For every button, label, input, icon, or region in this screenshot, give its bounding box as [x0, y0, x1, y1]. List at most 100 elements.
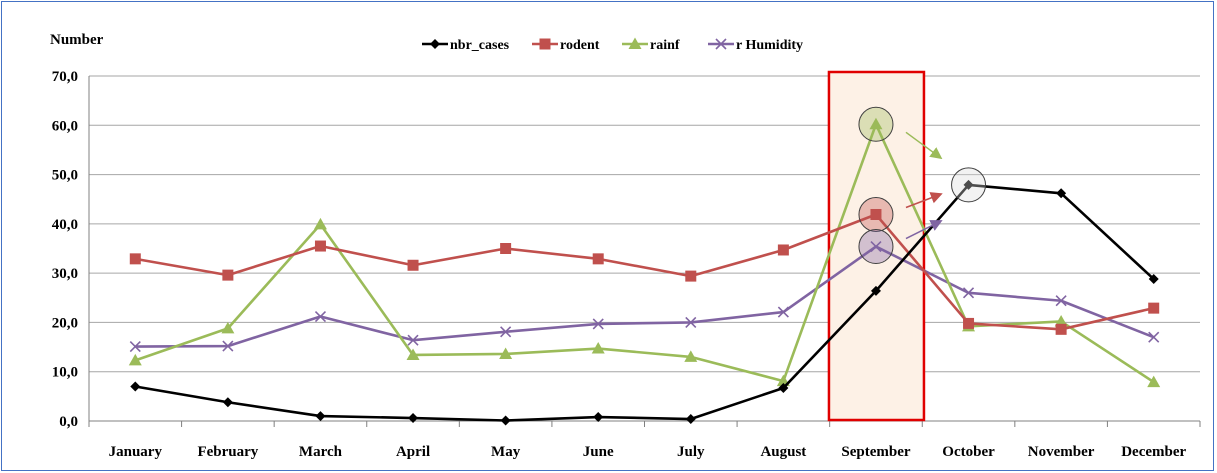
x-tick-labels: January February March April May June July Augu…: [109, 444, 1187, 460]
annotation-circle: [951, 167, 987, 203]
data-point-stroke: [685, 316, 697, 328]
data-point-stroke: [129, 341, 141, 353]
y-tick-label: 50,0: [52, 168, 78, 184]
annotation-arrow: [905, 131, 943, 160]
legend: nbr_cases rodent rainf r Humidity: [422, 37, 803, 53]
data-point: [500, 415, 511, 426]
x-tick-label: February: [197, 444, 258, 460]
x-tick-label: May: [491, 444, 521, 460]
x-tick-label: November: [1028, 444, 1095, 460]
data-point-stroke: [715, 38, 727, 50]
x-tick-label: April: [396, 444, 430, 460]
data-point: [1148, 331, 1160, 343]
data-point-stroke: [1148, 331, 1160, 343]
data-point-stroke: [777, 306, 789, 318]
annotation-circle: [858, 106, 894, 142]
x-tick-label: December: [1121, 444, 1186, 460]
legend-item: rodent: [532, 38, 600, 53]
gridlines: [88, 75, 1201, 427]
series-rainf: [128, 117, 1161, 388]
data-point: [129, 253, 141, 265]
data-point: [221, 321, 235, 334]
data-point: [1148, 302, 1160, 314]
y-tick-label: 30,0: [52, 266, 78, 282]
x-tick-label: August: [760, 444, 806, 460]
data-point: [313, 217, 327, 230]
x-tick-label: June: [583, 444, 614, 460]
annotation-circle: [858, 229, 894, 265]
data-point: [500, 326, 512, 338]
series-nbr_cases: [130, 179, 1159, 426]
data-point: [593, 412, 604, 423]
data-point: [591, 342, 605, 354]
y-tick-label: 10,0: [52, 365, 78, 381]
legend-item: r Humidity: [708, 38, 803, 53]
data-point: [869, 117, 883, 130]
data-point: [222, 269, 234, 281]
data-point: [715, 38, 727, 50]
data-point-stroke: [592, 318, 604, 330]
data-point: [1147, 375, 1161, 388]
x-tick-label: July: [677, 444, 705, 460]
data-point: [963, 317, 975, 329]
data-point: [222, 340, 234, 352]
data-point: [628, 37, 642, 49]
annotations: [858, 106, 987, 265]
data-point: [685, 316, 697, 328]
y-tick-label: 40,0: [52, 217, 78, 233]
y-tick-label: 70,0: [52, 69, 78, 85]
data-point: [314, 310, 327, 323]
data-point: [592, 253, 604, 265]
data-point: [870, 208, 882, 220]
data-point: [778, 382, 789, 393]
data-point: [406, 348, 420, 360]
data-point-stroke: [407, 334, 419, 346]
data-point: [870, 240, 882, 253]
annotation-circle: [858, 196, 894, 232]
data-point: [408, 413, 419, 424]
data-point: [499, 347, 513, 359]
y-tick-label: 0,0: [59, 414, 78, 430]
data-point: [684, 350, 698, 362]
data-point: [1148, 274, 1159, 285]
data-point: [500, 243, 512, 254]
data-point: [407, 259, 419, 271]
data-point: [1054, 314, 1068, 327]
data-point: [1055, 295, 1067, 307]
data-point: [128, 353, 142, 366]
series-r-humidity: [129, 240, 1160, 353]
legend-item: nbr_cases: [422, 38, 510, 53]
legend-label: nbr_cases: [450, 38, 510, 53]
data-point: [130, 381, 141, 392]
data-point: [963, 179, 974, 190]
series-line: [135, 213, 1154, 331]
y-tick-label: 60,0: [52, 118, 78, 134]
legend-label: rodent: [560, 38, 600, 53]
y-tick-labels: 0,0 10,0 20,0 30,0 40,0 50,0 60,0 70,0: [52, 69, 78, 430]
data-point: [962, 287, 975, 299]
x-tick-label: January: [109, 444, 163, 460]
data-point: [129, 341, 141, 353]
data-point: [314, 240, 326, 252]
x-tick-label: September: [841, 444, 910, 460]
annotation-arrow: [905, 220, 943, 240]
data-point: [315, 411, 326, 422]
data-point: [777, 306, 789, 318]
x-tick-label: March: [299, 444, 343, 460]
data-point-stroke: [1055, 295, 1067, 307]
data-point-stroke: [314, 310, 327, 323]
series-line: [134, 123, 1155, 384]
series-group: [128, 117, 1161, 426]
y-axis-label: Number: [50, 32, 104, 48]
data-point: [539, 38, 551, 50]
y-tick-label: 20,0: [52, 315, 78, 331]
data-point-stroke: [222, 340, 234, 352]
legend-label: rainf: [650, 38, 680, 53]
data-point: [870, 285, 881, 296]
x-tick-label: October: [942, 444, 995, 460]
data-point: [1055, 323, 1067, 335]
data-point-stroke: [500, 326, 512, 338]
data-point: [592, 318, 604, 330]
